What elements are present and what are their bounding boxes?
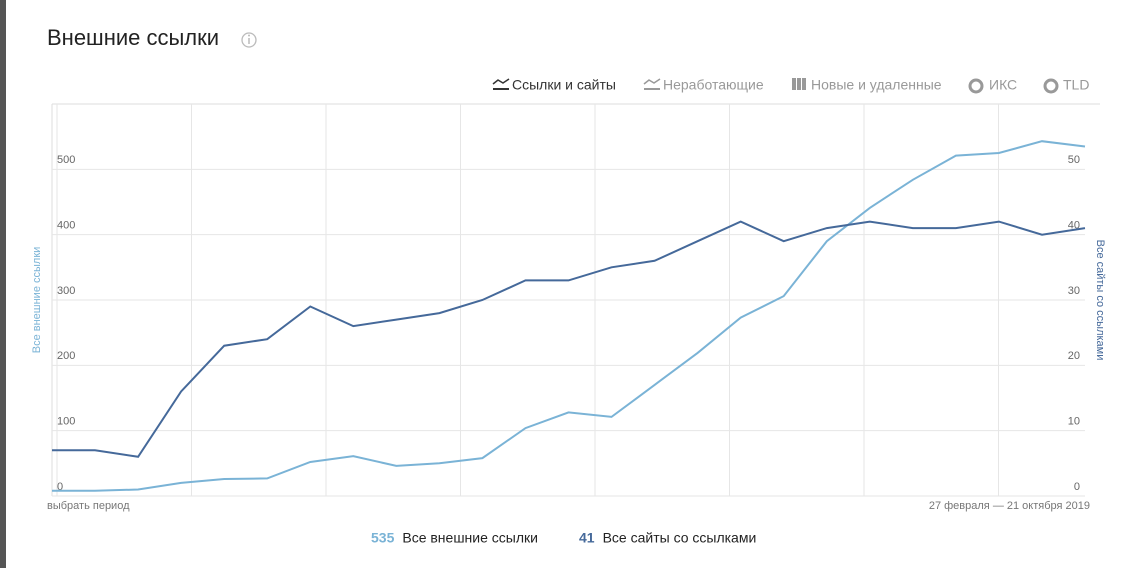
- y2-tick-label: 0: [1074, 481, 1080, 493]
- legend-value: 535: [371, 530, 395, 546]
- y-tick-label: 0: [57, 481, 63, 493]
- y-tick-label: 500: [57, 154, 75, 166]
- widget-title: Внешние ссылки: [47, 25, 219, 50]
- period-link[interactable]: выбрать период: [47, 500, 130, 512]
- legend-label[interactable]: Все внешние ссылки: [402, 530, 538, 546]
- y-tick-label: 100: [57, 416, 75, 428]
- tab[interactable]: Неработающие: [663, 77, 764, 93]
- left-edge: [0, 0, 6, 568]
- y-tick-label: 300: [57, 285, 75, 297]
- y2-tick-label: 20: [1068, 350, 1080, 362]
- y-tick-label: 400: [57, 220, 75, 232]
- series-line: [52, 220, 1086, 458]
- tab-icon[interactable]: [968, 78, 984, 94]
- tab-icon[interactable]: [643, 78, 661, 90]
- tab-active[interactable]: Ссылки и сайты: [512, 77, 616, 93]
- tab-icon[interactable]: [1043, 78, 1059, 94]
- legend-label[interactable]: Все сайты со ссылками: [603, 530, 757, 546]
- tab-icon[interactable]: [792, 78, 806, 90]
- y2-tick-label: 30: [1068, 285, 1080, 297]
- y2-axis-label: Все сайты со ссылками: [1094, 240, 1106, 361]
- y-tick-label: 200: [57, 350, 75, 362]
- tab[interactable]: TLD: [1063, 77, 1089, 93]
- legend-value: 41: [579, 530, 595, 546]
- series-line: [52, 140, 1086, 492]
- tab[interactable]: Новые и удаленные: [811, 77, 942, 93]
- y2-tick-label: 10: [1068, 416, 1080, 428]
- y2-tick-label: 50: [1068, 154, 1080, 166]
- tab[interactable]: ИКС: [989, 77, 1017, 93]
- tab-icon[interactable]: [492, 78, 510, 90]
- y-axis-label: Все внешние ссылки: [31, 247, 43, 354]
- date-range: 27 февраля — 21 октября 2019: [929, 500, 1090, 512]
- info-icon[interactable]: [241, 32, 257, 48]
